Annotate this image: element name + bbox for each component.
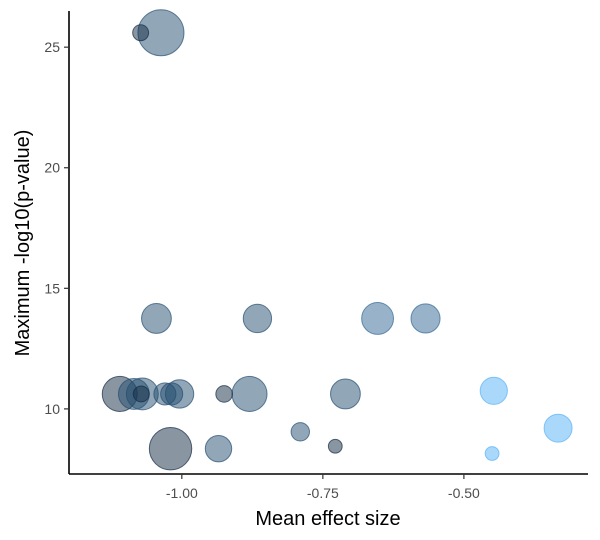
data-point-20 bbox=[290, 422, 310, 442]
points-layer bbox=[101, 9, 573, 471]
data-point-18 bbox=[148, 426, 193, 471]
data-point-23 bbox=[543, 413, 573, 443]
x-ticks: -1.00 -0.75 -0.50 bbox=[166, 474, 480, 501]
data-point-21 bbox=[327, 438, 343, 454]
data-point-14 bbox=[215, 385, 233, 403]
x-axis-title: Mean effect size bbox=[255, 508, 400, 530]
data-point-19 bbox=[204, 434, 233, 463]
x-tick-label-1: -1.00 bbox=[166, 485, 198, 501]
data-point-15 bbox=[231, 375, 268, 412]
y-axis-title: Maximum -log10(p-value) bbox=[12, 130, 34, 357]
data-point-3 bbox=[141, 303, 172, 334]
y-ticks: 10 15 20 25 bbox=[44, 39, 69, 417]
data-point-22 bbox=[484, 446, 500, 461]
data-point-12 bbox=[160, 382, 184, 406]
data-point-4 bbox=[242, 303, 273, 334]
data-point-5 bbox=[361, 302, 395, 335]
x-tick-label-3: -0.50 bbox=[448, 485, 480, 501]
y-tick-label-2: 15 bbox=[44, 280, 60, 296]
y-tick-label-3: 20 bbox=[44, 160, 60, 176]
data-point-17 bbox=[479, 376, 508, 405]
data-point-10 bbox=[132, 385, 150, 403]
x-tick-label-2: -0.75 bbox=[307, 485, 339, 501]
y-tick-label-4: 25 bbox=[44, 39, 60, 55]
data-point-6 bbox=[410, 303, 441, 334]
data-point-16 bbox=[330, 378, 361, 410]
y-tick-label-1: 10 bbox=[44, 401, 60, 417]
data-point-2 bbox=[132, 24, 150, 42]
